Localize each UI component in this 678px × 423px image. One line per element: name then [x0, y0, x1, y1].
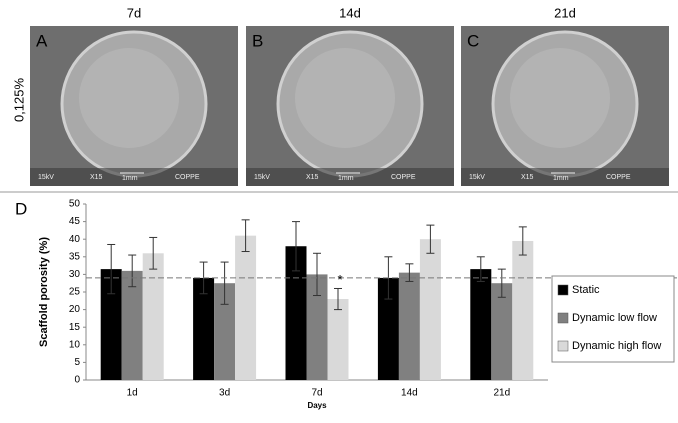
sem-mag: X15: [521, 174, 534, 181]
scaffold-texture: [510, 48, 610, 148]
sem-bar: [30, 168, 238, 186]
error-bar: [518, 226, 527, 256]
sem-lab: COPPE: [606, 174, 631, 181]
scaffold-texture: [79, 48, 179, 148]
x-tick-label: 21d: [493, 388, 510, 399]
error-bar: [476, 256, 485, 282]
x-tick-label: 7d: [311, 388, 322, 399]
y-tick-label: 20: [69, 304, 81, 315]
y-axis-label: Scaffold porosity (%): [38, 237, 50, 347]
y-tick-label: 30: [69, 269, 81, 280]
error-bar: [313, 252, 321, 297]
x-axis-label: Days: [307, 401, 327, 410]
column-label: 7d: [127, 5, 141, 20]
x-tick-label: 1d: [127, 388, 138, 399]
panel-letter: B: [252, 31, 263, 50]
bar: [512, 240, 534, 380]
bar: [121, 270, 143, 380]
y-tick-label: 10: [69, 339, 81, 350]
bar: [327, 299, 349, 380]
error-bar: [292, 221, 300, 272]
y-tick-label: 0: [74, 375, 80, 386]
error-bar: [334, 287, 342, 311]
y-tick-label: 40: [69, 234, 81, 245]
bar: [235, 235, 257, 380]
bar: [100, 269, 122, 380]
bar: [398, 272, 420, 380]
error-bar: [128, 254, 137, 288]
legend-swatch: [557, 340, 569, 352]
panel-letter: D: [15, 199, 27, 218]
sem-mag: X15: [90, 174, 103, 181]
scaffold-texture: [295, 48, 395, 148]
error-bar: [107, 243, 116, 295]
bar: [491, 283, 513, 380]
sem-lab: COPPE: [391, 174, 416, 181]
error-bar: [241, 219, 250, 253]
sem-bar: [461, 168, 669, 186]
row-label: 0,125%: [11, 78, 26, 123]
sem-lab: COPPE: [175, 174, 200, 181]
bar: [214, 283, 236, 380]
legend-swatch: [557, 312, 569, 324]
bar: [306, 274, 328, 380]
legend-label: Dynamic low flow: [572, 312, 657, 324]
bar: [470, 269, 492, 380]
legend-label: Static: [572, 284, 600, 296]
bar: [193, 277, 215, 380]
sem-scale: 1mm: [122, 175, 138, 182]
y-tick-label: 15: [69, 322, 81, 333]
error-bar: [426, 224, 435, 254]
column-label: 21d: [554, 5, 576, 20]
sem-bar: [246, 168, 454, 186]
bar: [285, 246, 307, 380]
y-tick-label: 5: [74, 357, 80, 368]
bar: [377, 277, 399, 380]
sem-mag: X15: [306, 174, 319, 181]
y-tick-label: 50: [69, 199, 81, 210]
error-bar: [220, 261, 229, 305]
sem-voltage: 15kV: [469, 174, 485, 181]
annotation: *: [337, 272, 342, 287]
sem-scale: 1mm: [338, 175, 354, 182]
x-tick-label: 3d: [219, 388, 230, 399]
panel-letter: A: [36, 31, 48, 50]
legend-frame: [551, 275, 675, 363]
column-label: 14d: [339, 5, 361, 20]
x-tick-label: 14d: [401, 388, 418, 399]
error-bar: [497, 268, 506, 298]
legend-label: Dynamic high flow: [572, 340, 661, 352]
panel-letter: C: [467, 31, 479, 50]
sem-voltage: 15kV: [38, 174, 54, 181]
y-tick-label: 25: [69, 287, 81, 298]
sem-scale: 1mm: [553, 175, 569, 182]
error-bar: [149, 236, 158, 270]
error-bar: [405, 263, 414, 282]
sem-voltage: 15kV: [254, 174, 270, 181]
bar: [419, 239, 441, 380]
legend-swatch: [557, 284, 569, 296]
bar: [142, 253, 164, 380]
y-tick-label: 35: [69, 251, 81, 262]
y-tick-label: 45: [69, 216, 81, 227]
